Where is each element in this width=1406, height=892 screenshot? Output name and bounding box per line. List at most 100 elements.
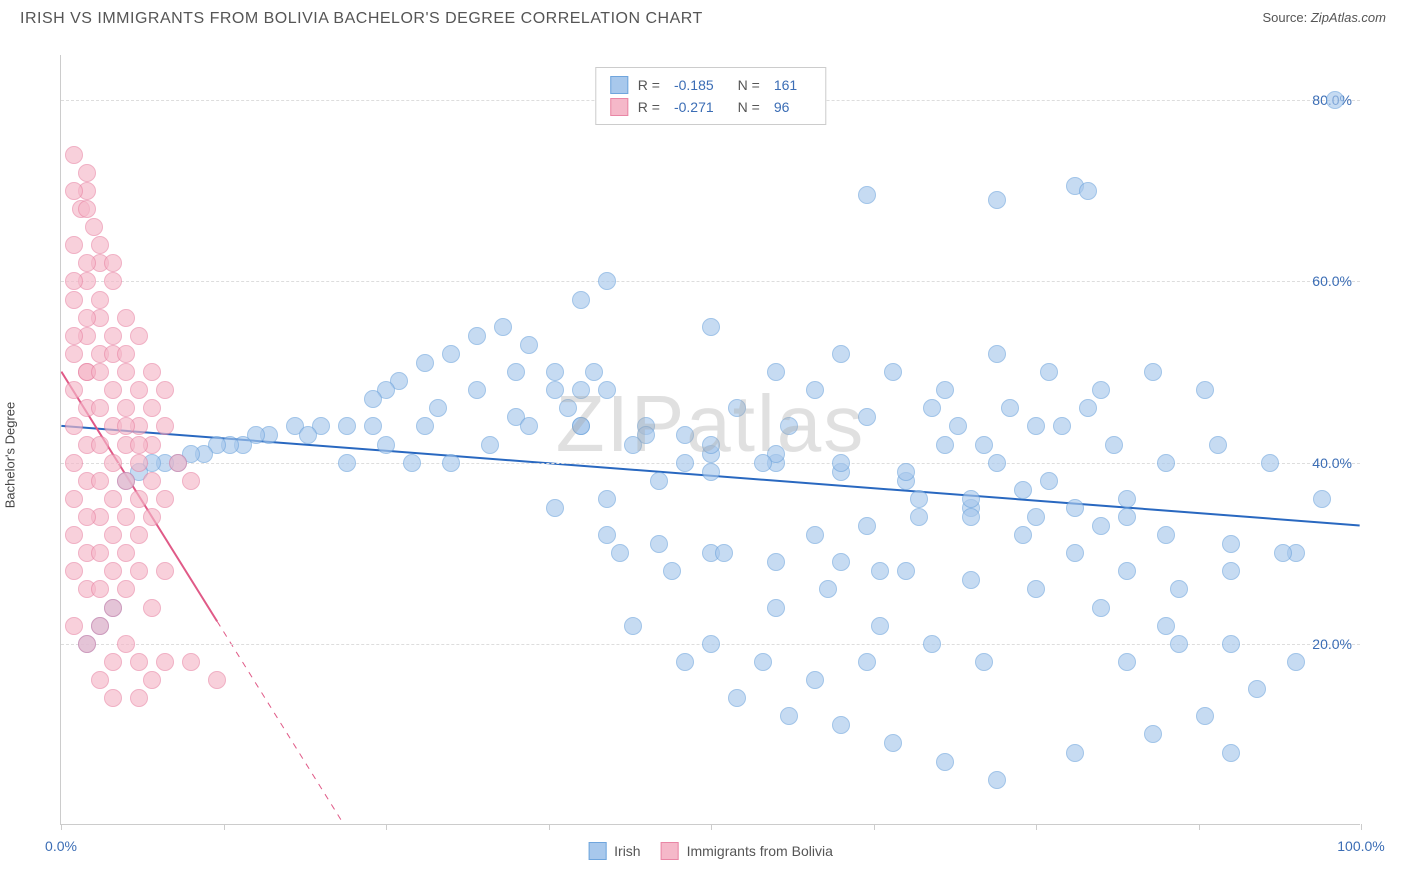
xtick-mark [61, 824, 62, 830]
data-point [442, 345, 460, 363]
ytick-label: 40.0% [1312, 455, 1352, 471]
data-point [156, 490, 174, 508]
data-point [65, 182, 83, 200]
data-point [988, 345, 1006, 363]
data-point [767, 599, 785, 617]
data-point [494, 318, 512, 336]
data-point [1118, 508, 1136, 526]
data-point [169, 454, 187, 472]
data-point [65, 381, 83, 399]
data-point [910, 490, 928, 508]
data-point [1027, 417, 1045, 435]
data-point [104, 272, 122, 290]
data-point [624, 617, 642, 635]
data-point [728, 689, 746, 707]
data-point [468, 327, 486, 345]
data-point [416, 417, 434, 435]
data-point [520, 417, 538, 435]
data-point [130, 327, 148, 345]
data-point [1157, 454, 1175, 472]
data-point [1027, 508, 1045, 526]
data-point [130, 689, 148, 707]
data-point [65, 454, 83, 472]
data-point [403, 454, 421, 472]
chart-title: IRISH VS IMMIGRANTS FROM BOLIVIA BACHELO… [20, 10, 703, 28]
r-value-2: -0.271 [674, 99, 714, 115]
data-point [858, 408, 876, 426]
data-point [507, 363, 525, 381]
data-point [1014, 526, 1032, 544]
chart-container: Bachelor's Degree ZIPatlas R = -0.185 N … [20, 45, 1386, 865]
data-point [663, 562, 681, 580]
data-point [806, 671, 824, 689]
data-point [702, 318, 720, 336]
data-point [1001, 399, 1019, 417]
gridline [61, 281, 1360, 282]
data-point [585, 363, 603, 381]
data-point [1326, 91, 1344, 109]
data-point [130, 381, 148, 399]
data-point [91, 363, 109, 381]
data-point [104, 562, 122, 580]
data-point [130, 490, 148, 508]
data-point [78, 508, 96, 526]
data-point [1222, 562, 1240, 580]
data-point [65, 291, 83, 309]
data-point [91, 472, 109, 490]
data-point [65, 236, 83, 254]
data-point [650, 535, 668, 553]
data-point [104, 653, 122, 671]
data-point [546, 381, 564, 399]
data-point [117, 635, 135, 653]
data-point [104, 490, 122, 508]
swatch-irish-bottom [588, 842, 606, 860]
xtick-mark [549, 824, 550, 830]
ytick-label: 60.0% [1312, 273, 1352, 289]
data-point [1287, 653, 1305, 671]
data-point [1196, 381, 1214, 399]
data-point [1079, 399, 1097, 417]
n-label-2: N = [738, 99, 760, 115]
data-point [1105, 436, 1123, 454]
data-point [1053, 417, 1071, 435]
data-point [988, 771, 1006, 789]
data-point [130, 562, 148, 580]
data-point [884, 734, 902, 752]
data-point [78, 309, 96, 327]
data-point [65, 562, 83, 580]
data-point [572, 417, 590, 435]
swatch-bolivia [610, 98, 628, 116]
data-point [715, 544, 733, 562]
data-point [91, 580, 109, 598]
data-point [104, 599, 122, 617]
data-point [416, 354, 434, 372]
data-point [104, 454, 122, 472]
data-point [91, 671, 109, 689]
data-point [858, 186, 876, 204]
data-point [988, 191, 1006, 209]
data-point [299, 426, 317, 444]
data-point [65, 526, 83, 544]
data-point [975, 653, 993, 671]
data-point [1248, 680, 1266, 698]
data-point [897, 562, 915, 580]
data-point [910, 508, 928, 526]
data-point [832, 345, 850, 363]
data-point [962, 508, 980, 526]
data-point [78, 164, 96, 182]
data-point [936, 753, 954, 771]
data-point [1144, 725, 1162, 743]
data-point [1014, 481, 1032, 499]
data-point [806, 381, 824, 399]
data-point [481, 436, 499, 454]
data-point [85, 218, 103, 236]
data-point [117, 580, 135, 598]
data-point [65, 345, 83, 363]
xtick-mark [711, 824, 712, 830]
data-point [767, 363, 785, 381]
data-point [728, 399, 746, 417]
data-point [1079, 182, 1097, 200]
data-point [364, 390, 382, 408]
data-point [832, 454, 850, 472]
data-point [65, 272, 83, 290]
